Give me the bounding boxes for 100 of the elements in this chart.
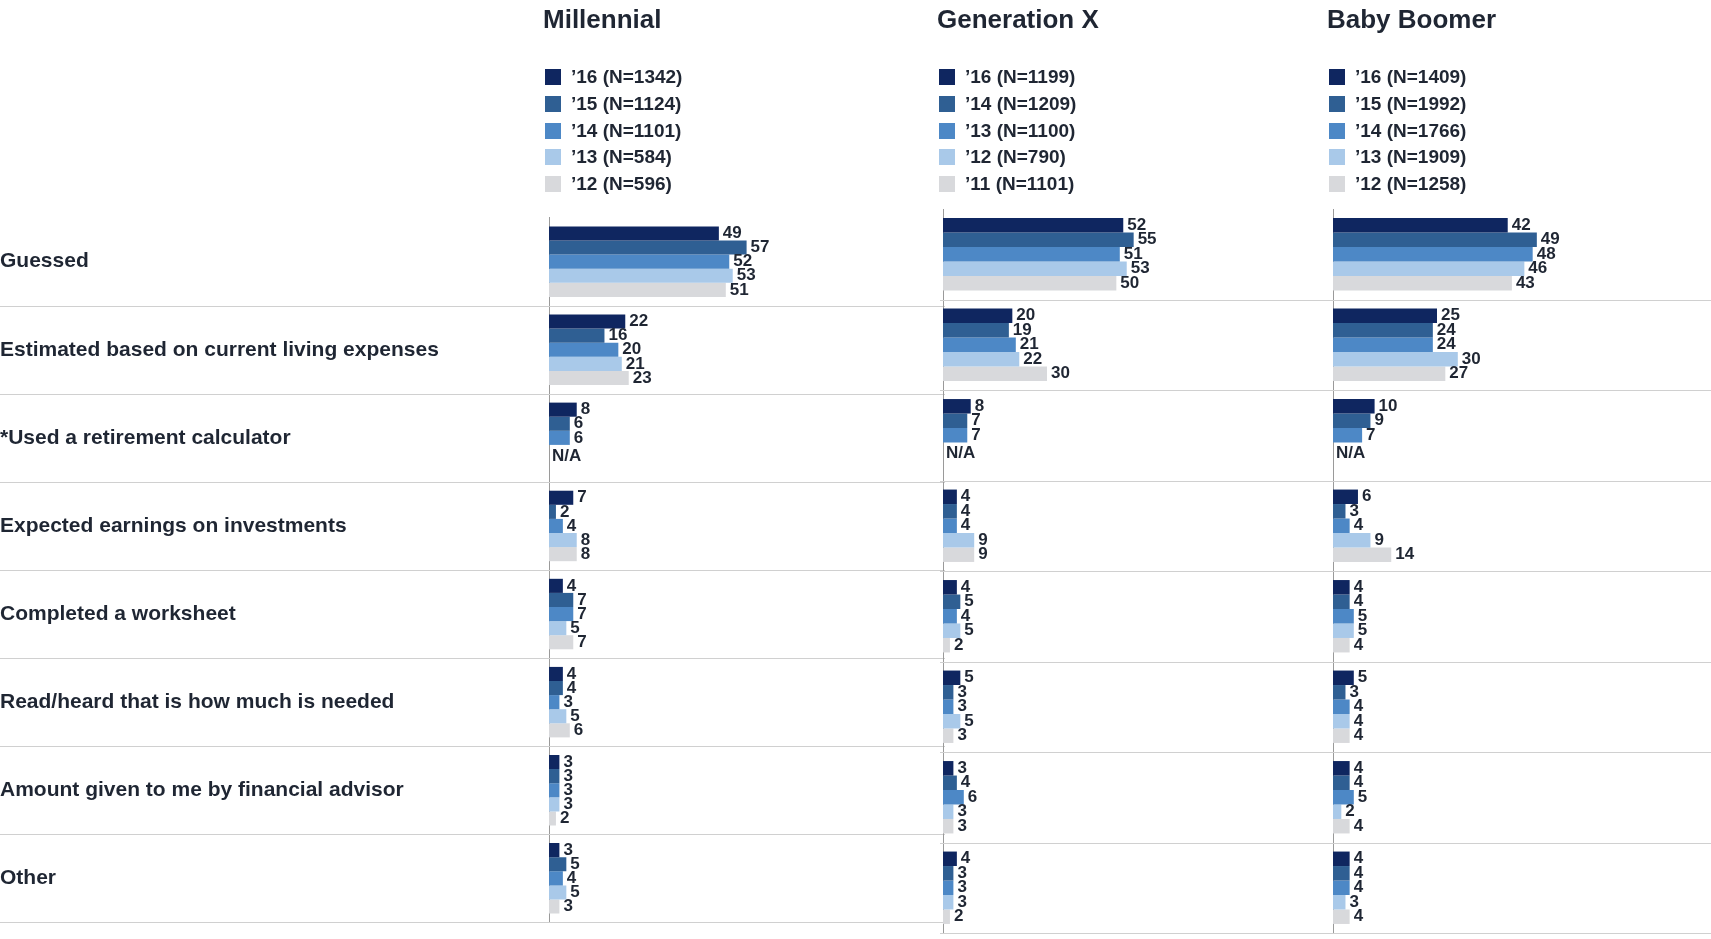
bar [1333, 218, 1508, 233]
bar [943, 489, 957, 505]
data-label: 51 [729, 279, 749, 299]
data-label: 4 [1353, 634, 1364, 654]
legend-label: ’16 (N=1409) [1355, 66, 1467, 89]
data-label: 3 [957, 815, 967, 835]
data-label: 9 [1374, 410, 1384, 430]
data-label: 7 [1366, 424, 1376, 444]
bar [943, 685, 954, 700]
bar [1333, 685, 1346, 700]
data-label: 3 [1349, 681, 1359, 701]
bar [943, 866, 954, 881]
bar [1333, 247, 1533, 262]
bar [943, 504, 957, 519]
bar [549, 797, 560, 812]
data-label: 6 [573, 427, 584, 447]
y-tick-label: Amount given to me by financial advisor [0, 777, 404, 801]
bar [943, 218, 1124, 233]
bar [549, 709, 567, 724]
bar [1333, 866, 1350, 881]
bar [549, 871, 563, 886]
bar [549, 607, 574, 622]
bar [549, 635, 574, 650]
data-label: 49 [722, 223, 742, 243]
data-label: 30 [1051, 363, 1070, 383]
bar [1333, 761, 1350, 776]
bar [549, 518, 563, 533]
bar [943, 275, 1117, 291]
bar [943, 670, 961, 686]
bar [1333, 366, 1446, 381]
bar [1333, 337, 1433, 352]
bar [549, 666, 563, 682]
bar [943, 728, 954, 743]
bar [549, 533, 577, 548]
bar [1333, 880, 1350, 895]
data-label: 7 [971, 424, 981, 444]
bar [549, 578, 563, 593]
bar [943, 428, 968, 443]
data-label: 6 [1361, 486, 1372, 506]
data-label: 2 [559, 501, 570, 521]
bar [943, 323, 1009, 338]
bar [943, 699, 954, 714]
text: N/A [552, 445, 582, 465]
y-tick-label: *Used a retirement calculator [0, 424, 291, 448]
bar [943, 261, 1127, 276]
bar [943, 594, 961, 610]
bar [1333, 804, 1342, 819]
data-label: 3 [563, 896, 573, 916]
data-label: 2 [1345, 801, 1355, 821]
bar [943, 775, 957, 791]
bar [549, 857, 567, 872]
data-label: 2 [953, 906, 964, 926]
data-label: 7 [577, 487, 587, 507]
bar [1333, 532, 1371, 548]
data-label: 6 [967, 786, 978, 806]
bar [943, 623, 961, 638]
bar [1333, 609, 1354, 624]
legend-label: ’14 (N=1209) [965, 93, 1077, 116]
bar [1333, 518, 1350, 533]
bar [1333, 428, 1363, 443]
bar [549, 547, 577, 562]
bar [1333, 413, 1371, 429]
y-tick-label: Guessed [0, 248, 89, 272]
y-tick-label: Other [0, 865, 57, 889]
bar [943, 851, 957, 867]
bar [943, 637, 950, 653]
data-label: 2 [953, 634, 964, 654]
legend-label: ’15 (N=1124) [571, 93, 682, 116]
data-label: 4 [1353, 725, 1364, 745]
bar [1333, 909, 1350, 924]
y-tick-label: Estimated based on current living expenses [0, 336, 439, 360]
bar [943, 713, 961, 729]
legend-label: ’13 (N=584) [571, 146, 672, 169]
bar [1333, 261, 1525, 276]
bar [1333, 637, 1350, 653]
bar [549, 843, 560, 858]
bar [1333, 580, 1350, 595]
bar [1333, 851, 1350, 867]
bar [943, 518, 957, 533]
bar [1333, 818, 1350, 834]
bar [549, 592, 574, 607]
bar [549, 769, 560, 784]
bar [1333, 728, 1350, 743]
bar [549, 342, 619, 357]
legend-label: ’15 (N=1992) [1355, 93, 1467, 116]
legend-label: ’14 (N=1101) [571, 119, 682, 142]
data-label: 4 [960, 515, 971, 535]
y-tick-label: Expected earnings on investments [0, 512, 347, 536]
bar [1333, 308, 1437, 324]
bar [1333, 775, 1350, 791]
legend-label: ’14 (N=1766) [1355, 119, 1467, 142]
data-label: 27 [1449, 363, 1469, 383]
bar [549, 430, 570, 445]
y-tick-label: Read/heard that is how much is needed [0, 688, 395, 712]
data-label: 4 [1353, 815, 1364, 835]
legend-label: ’13 (N=1100) [965, 119, 1076, 142]
data-label: 22 [1023, 348, 1043, 368]
data-label: 43 [1515, 272, 1535, 292]
text: N/A [1336, 443, 1366, 463]
legend-label: ’11 (N=1101) [965, 173, 1075, 196]
